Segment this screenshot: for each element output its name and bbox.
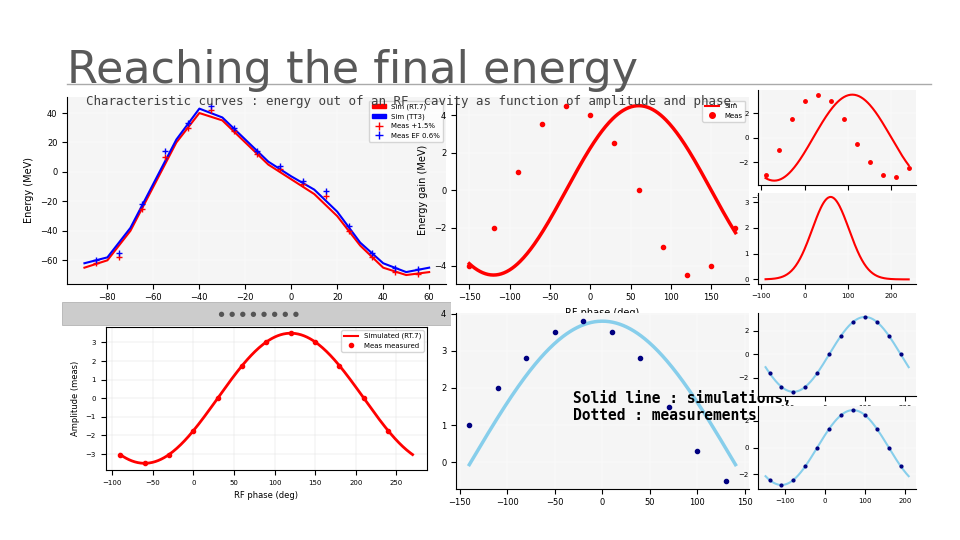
Text: Characteristic curves : energy out of an RF  cavity as function of amplitude and: Characteristic curves : energy out of an… [86, 94, 739, 107]
Legend: Sim (RT.7), Sim (TT3), Meas +1.5%, Meas EF 0.6%: Sim (RT.7), Sim (TT3), Meas +1.5%, Meas … [369, 100, 443, 141]
X-axis label: RF phase (deg): RF phase (deg) [565, 308, 639, 318]
Y-axis label: Energy (MeV): Energy (MeV) [24, 157, 35, 224]
Text: ●  ●  ●  ●  ●  ●  ●  ●: ● ● ● ● ● ● ● ● [214, 310, 300, 316]
Text: 15/11/2017: 15/11/2017 [19, 512, 86, 522]
X-axis label: RF phase (deg): RF phase (deg) [220, 308, 294, 318]
X-axis label: RF phase (deg): RF phase (deg) [234, 491, 299, 500]
FancyBboxPatch shape [62, 302, 451, 325]
Text: Reaching the final energy: Reaching the final energy [67, 49, 638, 92]
Text: Solid line : simulations,
Dotted : measurements: Solid line : simulations, Dotted : measu… [573, 390, 792, 423]
Legend: Sim, Meas: Sim, Meas [702, 100, 745, 122]
Y-axis label: Energy gain (MeV): Energy gain (MeV) [419, 145, 428, 235]
Y-axis label: Amplitude (meas): Amplitude (meas) [71, 361, 80, 436]
Legend: Simulated (RT.7), Meas measured: Simulated (RT.7), Meas measured [342, 330, 423, 352]
